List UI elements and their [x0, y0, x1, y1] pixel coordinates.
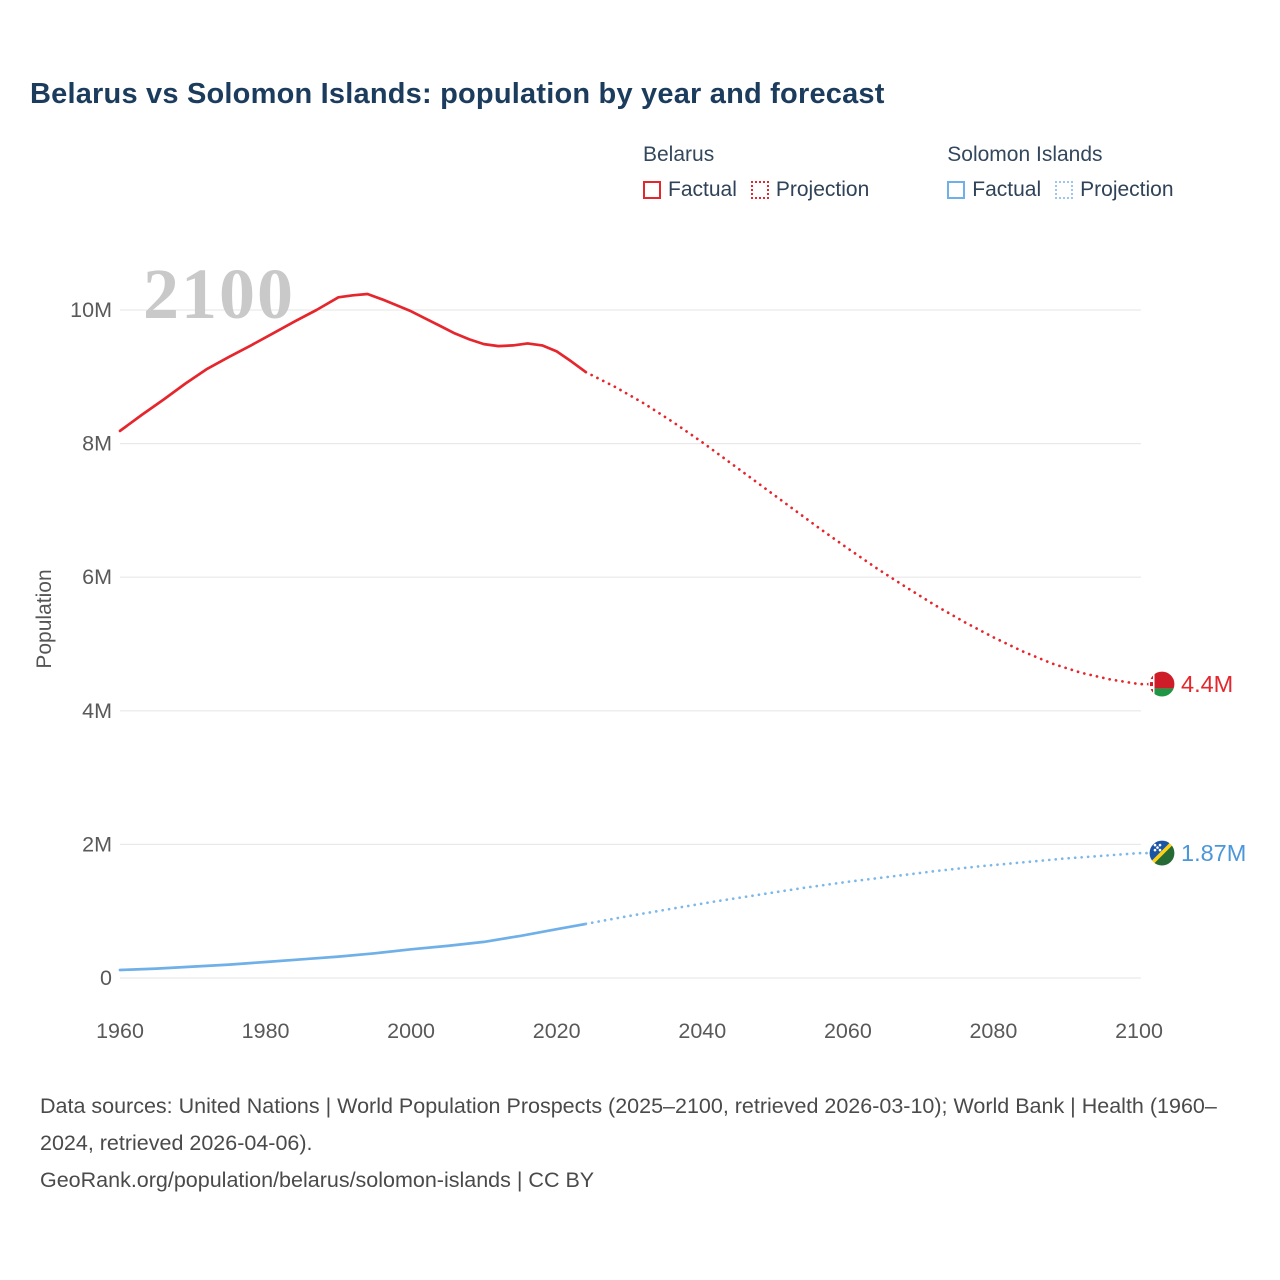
x-tick-label: 1960	[96, 1019, 144, 1043]
x-tick-label: 2020	[533, 1019, 581, 1043]
page-title: Belarus vs Solomon Islands: population b…	[30, 78, 885, 110]
legend-country-belarus: Belarus	[643, 143, 715, 166]
legend: Belarus Factual Projection Solomon Islan…	[643, 143, 1174, 202]
solomon-projection-swatch-icon	[1055, 181, 1074, 199]
footer: Data sources: United Nations | World Pop…	[40, 1088, 1220, 1199]
x-tick-label: 1980	[242, 1019, 290, 1043]
legend-item-belarus-factual[interactable]: Factual	[643, 178, 737, 202]
belarus-flag-icon	[1148, 670, 1176, 698]
legend-label: Projection	[775, 178, 870, 201]
y-tick-label: 10M	[70, 298, 112, 322]
legend-country-solomon-islands: Solomon Islands	[947, 143, 1103, 166]
y-tick-label: 8M	[82, 432, 112, 456]
y-tick-label: 4M	[82, 699, 112, 723]
legend-group-solomon-islands: Solomon Islands Factual Projection	[947, 143, 1174, 202]
legend-items-solomon-islands: Factual Projection	[947, 178, 1174, 202]
x-tick-label: 2060	[824, 1019, 872, 1043]
x-tick-label: 2040	[678, 1019, 726, 1043]
legend-item-solomon-factual[interactable]: Factual	[947, 178, 1041, 202]
end-value-label: 1.87M	[1181, 840, 1246, 866]
belarus-projection-swatch-icon	[750, 181, 769, 199]
y-tick-label: 6M	[82, 565, 112, 589]
legend-group-belarus: Belarus Factual Projection	[643, 143, 869, 202]
solomon-projection-line	[584, 851, 1154, 926]
data-sources-text: Data sources: United Nations | World Pop…	[40, 1094, 1217, 1155]
attribution-link[interactable]: GeoRank.org/population/belarus/solomon-i…	[40, 1167, 595, 1192]
solomon-islands-flag-icon	[1148, 839, 1176, 867]
belarus-projection-line	[584, 370, 1154, 686]
legend-label: Factual	[668, 178, 737, 201]
legend-label: Factual	[972, 178, 1042, 201]
legend-item-solomon-projection[interactable]: Projection	[1055, 178, 1174, 202]
legend-items-belarus: Factual Projection	[643, 178, 869, 202]
y-axis-title: Population	[33, 569, 56, 669]
legend-label: Projection	[1080, 178, 1174, 201]
solomon-factual-swatch-icon	[947, 181, 966, 199]
y-tick-label: 0	[100, 966, 112, 990]
belarus-factual-line	[118, 292, 588, 433]
belarus-factual-swatch-icon	[643, 181, 661, 199]
legend-item-belarus-projection[interactable]: Projection	[750, 178, 870, 202]
solomon-factual-line	[118, 922, 588, 972]
end-value-label: 4.4M	[1181, 671, 1233, 697]
x-tick-label: 2100	[1115, 1019, 1163, 1043]
y-tick-label: 2M	[82, 832, 112, 856]
x-tick-label: 2080	[969, 1019, 1017, 1043]
watermark-year: 2100	[143, 254, 295, 334]
x-tick-label: 2000	[387, 1019, 435, 1043]
